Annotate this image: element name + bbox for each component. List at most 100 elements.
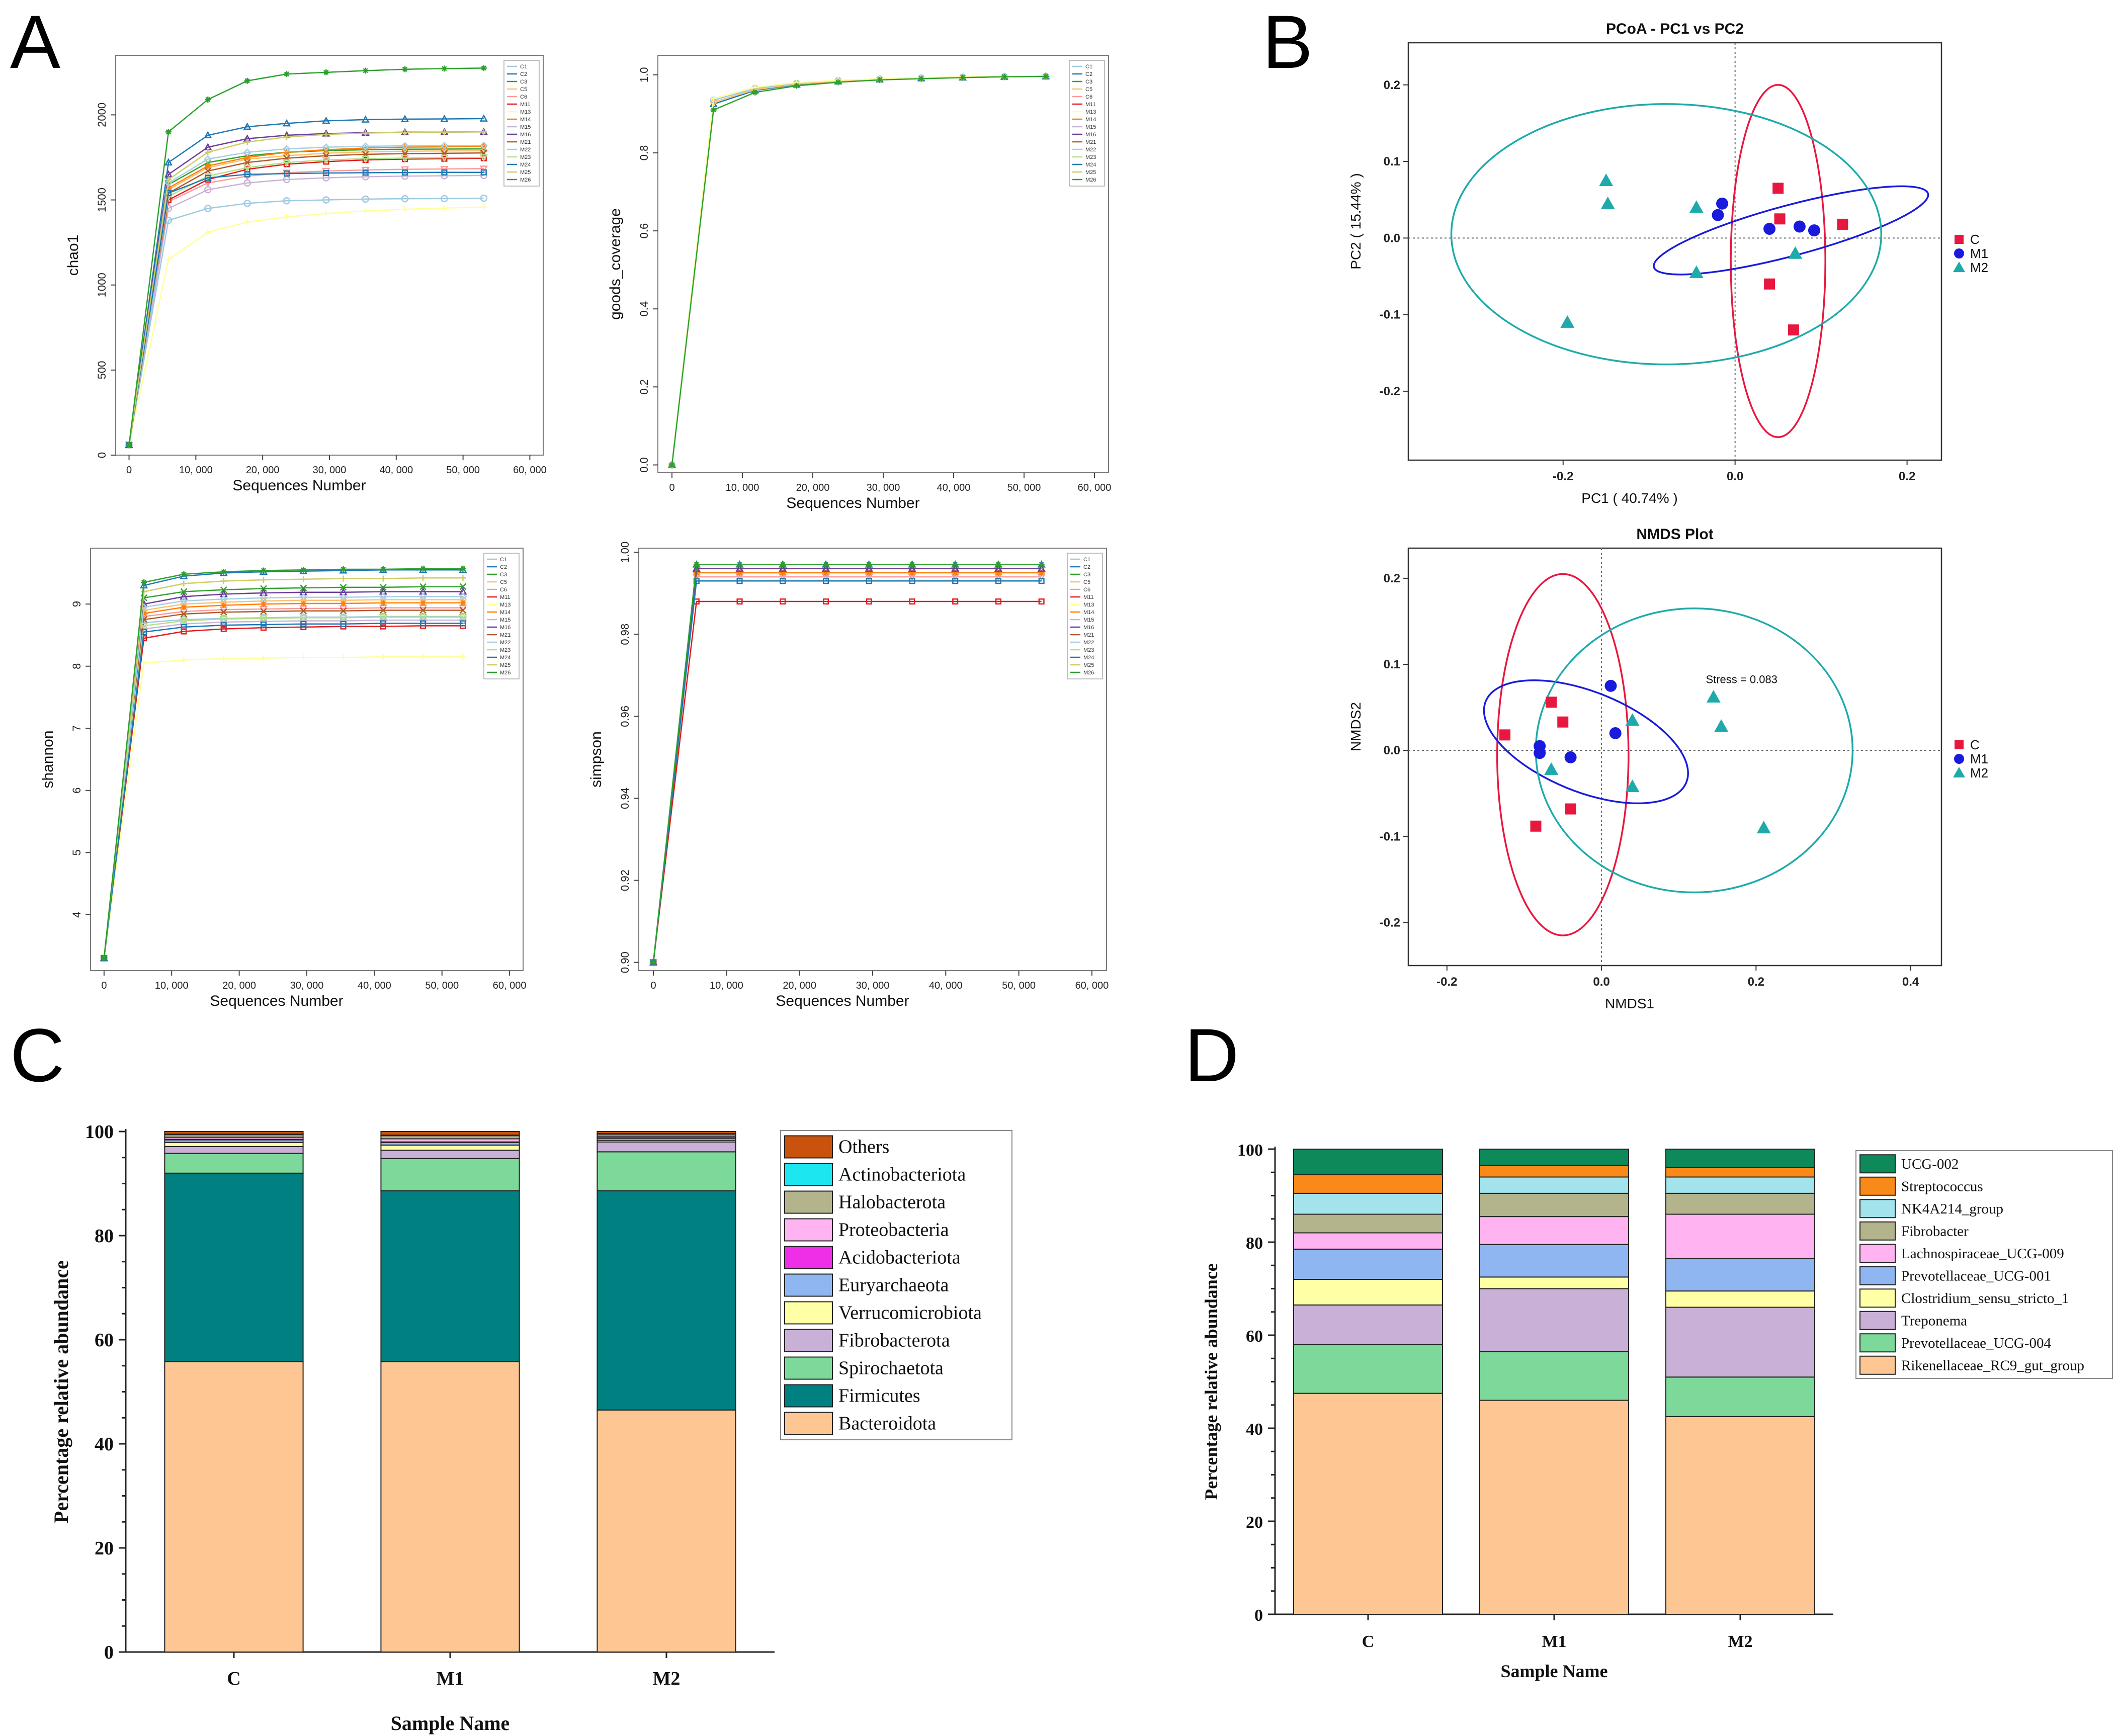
data-point [261, 577, 267, 583]
data-point [300, 567, 307, 573]
y-tick-label: 0.4 [638, 301, 650, 317]
series-M13 [126, 204, 487, 448]
data-point [909, 569, 915, 576]
series-M26 [669, 73, 1049, 468]
data-point [362, 195, 369, 203]
point-C [1546, 697, 1557, 708]
data-point [460, 599, 466, 606]
data-point [793, 82, 800, 89]
x-tick-label: C [227, 1668, 240, 1689]
data-point [362, 67, 369, 74]
data-point [480, 129, 487, 135]
bar-segment-Clostridium_sensu_stricto_1 [1665, 1290, 1815, 1308]
point-C [1565, 803, 1576, 815]
data-point [480, 169, 487, 176]
chao1-rarefaction-chart: 0 10, 000 20, 000 30, 000 40, 000 50, 000 60, … [65, 55, 547, 494]
legend-swatch [1859, 1266, 1896, 1285]
data-point [1038, 561, 1045, 568]
data-point [244, 219, 250, 225]
y-tick-label: 1000 [96, 273, 108, 297]
data-point [752, 84, 758, 91]
x-tick-label: M1 [437, 1668, 464, 1689]
point-M2 [1689, 265, 1704, 278]
legend-label: C [1970, 737, 1980, 752]
bar-segment-Rikenellaceae_RC9_gut_group [1479, 1400, 1629, 1615]
legend-label: UCG-002 [1901, 1156, 1959, 1172]
bar-segment-Fibrobacterota [380, 1150, 520, 1159]
bar-segment-UCG-002 [1293, 1149, 1443, 1175]
data-point [419, 583, 427, 590]
data-point [952, 561, 959, 568]
series-line [128, 157, 484, 445]
data-point [283, 145, 291, 153]
data-point [823, 561, 829, 568]
legend-label: M23 [1083, 647, 1094, 653]
y-tick-label: 7 [70, 725, 83, 731]
legend-label: C2 [500, 564, 507, 570]
stress-annotation: Stress = 0.083 [1706, 673, 1777, 686]
legend-swatch [1859, 1221, 1896, 1241]
legend-label: Lachnospiraceae_UCG-009 [1901, 1246, 2064, 1262]
data-point [909, 578, 915, 584]
legend-label: M13 [520, 109, 531, 115]
bar-segment-Bacteroidota [164, 1361, 304, 1653]
point-M2 [1756, 821, 1771, 834]
data-point [460, 565, 466, 572]
x-axis-title: Sample Name [1501, 1661, 1608, 1681]
bar-segment-Bacteroidota [597, 1409, 736, 1653]
data-point [821, 564, 830, 572]
data-point [205, 149, 211, 155]
point-M2 [1600, 196, 1615, 209]
data-point [300, 624, 307, 630]
phylum-stacked-bar-chart: 0 20 40 60 80 100 Percentage relative abundanc… [50, 1121, 1012, 1734]
data-point [402, 129, 408, 136]
bar-segment-UCG-002 [1665, 1149, 1815, 1168]
data-point [204, 155, 212, 163]
data-point [244, 171, 250, 178]
data-point [400, 155, 409, 162]
x-axis-title: NMDS1 [1605, 996, 1654, 1011]
x-tick-label: 10, 000 [155, 980, 189, 991]
y-tick-label: 0.0 [1384, 231, 1400, 245]
data-point [441, 195, 448, 203]
data-point [322, 196, 330, 204]
data-point [709, 98, 718, 106]
series-line [103, 623, 463, 959]
x-tick-label: M2 [653, 1668, 681, 1689]
x-axis-title: Sequences Number [210, 993, 343, 1009]
data-point [401, 142, 409, 150]
legend-marker [1953, 262, 1965, 272]
data-point [362, 208, 369, 214]
data-point [780, 598, 786, 605]
data-point [284, 71, 290, 77]
legend-label: C5 [1083, 579, 1090, 585]
legend-label: NK4A214_group [1901, 1201, 2003, 1217]
legend-swatch [1859, 1244, 1896, 1263]
series-line [103, 568, 463, 959]
legend-label: M13 [1085, 109, 1096, 115]
data-point [283, 170, 290, 177]
x-tick-label: M2 [1728, 1632, 1752, 1651]
data-point [323, 170, 329, 177]
legend-label: M2 [1970, 765, 1988, 780]
legend-label: M22 [1085, 147, 1096, 153]
bar-segment-Prevotellaceae_UCG-001 [1479, 1244, 1629, 1278]
data-point [362, 173, 369, 181]
data-point [780, 578, 786, 584]
data-point [736, 598, 743, 605]
legend-label: M16 [520, 132, 531, 138]
data-point [865, 564, 873, 572]
data-point [300, 621, 307, 627]
data-point [835, 79, 841, 85]
data-point [141, 579, 147, 585]
bar-segment-Rikenellaceae_RC9_gut_group [1293, 1393, 1443, 1615]
data-point [244, 77, 250, 84]
legend-swatch [1859, 1355, 1896, 1375]
y-tick-label: 0.0 [1384, 744, 1400, 757]
y-tick-label: 0.98 [619, 624, 631, 645]
x-tick-label: 30, 000 [856, 980, 890, 991]
x-tick-label: 0.4 [1902, 975, 1919, 989]
data-point [299, 593, 308, 601]
x-tick-label: 0 [651, 980, 656, 991]
data-point [322, 157, 330, 164]
